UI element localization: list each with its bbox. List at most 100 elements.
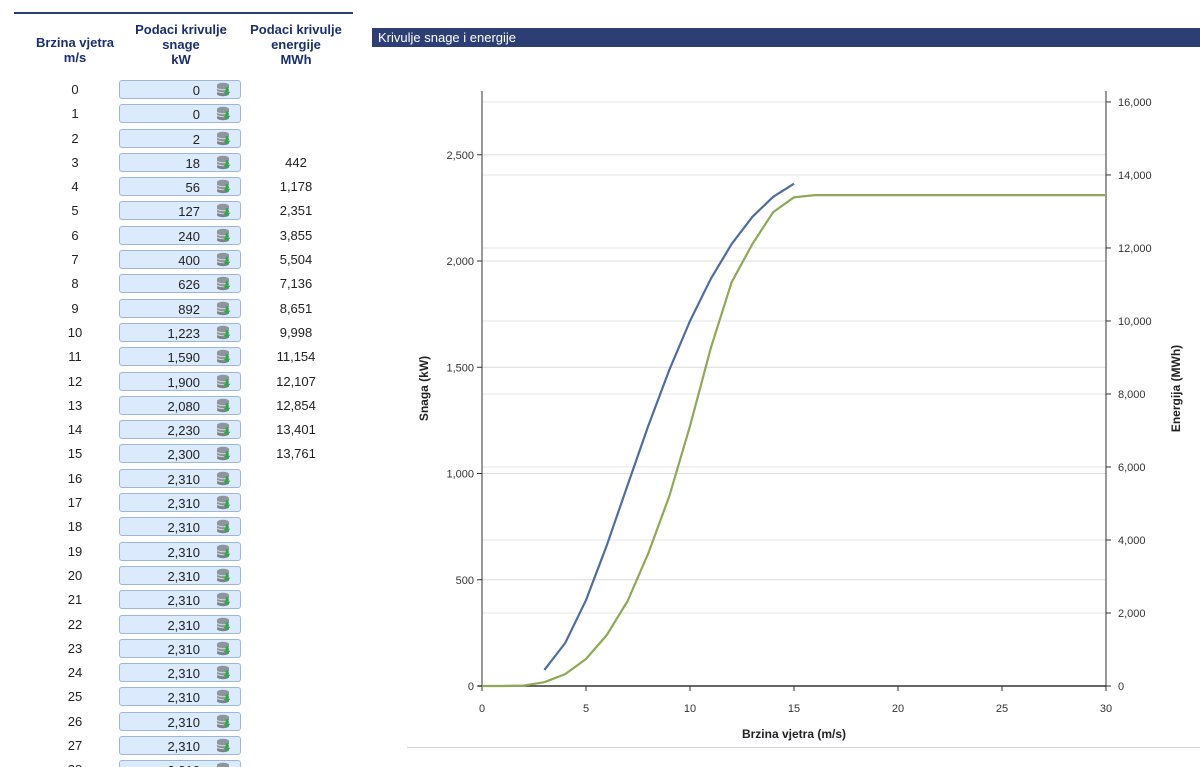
database-download-icon[interactable] [216, 446, 234, 462]
power-value-field[interactable]: 2,310 [119, 517, 241, 537]
power-value-field[interactable]: 0 [119, 80, 241, 99]
power-value-field[interactable]: 0 [119, 104, 241, 124]
power-value-field[interactable]: 56 [119, 177, 241, 197]
power-value: 2,310 [167, 520, 200, 536]
power-value-field[interactable]: 2,310 [119, 687, 241, 707]
power-value-field[interactable]: 626 [119, 274, 241, 294]
database-download-icon[interactable] [216, 155, 234, 171]
table-row: 27 2,310 [0, 734, 375, 758]
power-value-field[interactable]: 2,310 [119, 638, 241, 658]
power-value-field[interactable]: 2,310 [119, 614, 241, 634]
wind-speed-cell: 3 [71, 154, 79, 170]
power-value-field[interactable]: 400 [119, 250, 241, 270]
power-value: 2,310 [167, 690, 200, 706]
power-value-field[interactable]: 127 [119, 201, 241, 221]
energy-value-cell: 12,107 [276, 373, 316, 389]
power-value-field[interactable]: 2,230 [119, 420, 241, 440]
y-tick-label-right: 16,000 [1118, 97, 1152, 109]
database-download-icon[interactable] [216, 228, 234, 244]
power-value-field[interactable]: 2,310 [119, 760, 241, 767]
database-download-icon[interactable] [216, 179, 234, 195]
database-download-icon[interactable] [216, 422, 234, 438]
database-download-icon[interactable] [216, 301, 234, 317]
x-tick-label: 10 [684, 703, 696, 715]
database-download-icon[interactable] [216, 762, 234, 767]
power-energy-chart: 0 5 10 15 20 25 30 0 500 1,000 1,500 2,000 2,500 0 2,0… [417, 91, 1183, 741]
power-value-field[interactable]: 2,310 [119, 711, 241, 731]
power-value-field[interactable]: 2 [119, 128, 241, 148]
power-value-field[interactable]: 18 [119, 152, 241, 172]
power-value: 2,310 [167, 763, 200, 767]
wind-speed-cell: 25 [67, 689, 83, 705]
power-value: 2,310 [167, 568, 200, 584]
power-value: 2,310 [167, 471, 200, 487]
energy-value-cell: 3,855 [279, 227, 313, 243]
database-download-icon[interactable] [216, 495, 234, 511]
column-header-power-curve: Podaci krivulje snage kW [135, 22, 227, 67]
power-value: 2,310 [167, 617, 200, 633]
database-download-icon[interactable] [216, 641, 234, 657]
database-download-icon[interactable] [216, 325, 234, 341]
y-tick-label-left: 2,500 [446, 150, 474, 162]
power-value-field[interactable]: 2,310 [119, 493, 241, 513]
energy-value-cell: 13,761 [276, 446, 316, 462]
table-row: 14 2,230 13,401 [0, 418, 375, 442]
power-value-field[interactable]: 2,310 [119, 541, 241, 561]
table-row: 8 626 7,136 [0, 272, 375, 296]
table-row: 25 2,310 [0, 685, 375, 709]
database-download-icon[interactable] [216, 617, 234, 633]
database-download-icon[interactable] [216, 276, 234, 292]
chart-bottom-divider [407, 747, 1200, 748]
table-row: 16 2,310 [0, 467, 375, 491]
table-row: 19 2,310 [0, 540, 375, 564]
database-download-icon[interactable] [216, 568, 234, 584]
energy-value-cell: 2,351 [279, 203, 313, 219]
power-value-field[interactable]: 1,223 [119, 322, 241, 342]
database-download-icon[interactable] [216, 544, 234, 560]
column-header-wind-speed: Brzina vjetra m/s [35, 35, 115, 65]
database-download-icon[interactable] [216, 714, 234, 730]
power-value-field[interactable]: 2,310 [119, 736, 241, 756]
database-download-icon[interactable] [216, 106, 234, 122]
database-download-icon[interactable] [216, 131, 234, 147]
power-value-field[interactable]: 1,590 [119, 347, 241, 367]
power-value-field[interactable]: 240 [119, 225, 241, 245]
y-tick-label-right: 4,000 [1118, 535, 1146, 547]
database-download-icon[interactable] [216, 689, 234, 705]
power-value: 2,310 [167, 714, 200, 730]
wind-speed-cell: 0 [71, 82, 79, 97]
database-download-icon[interactable] [216, 252, 234, 268]
y-tick-label-left: 500 [456, 575, 474, 587]
power-value-field[interactable]: 1,900 [119, 371, 241, 391]
x-tick-label: 30 [1100, 703, 1112, 715]
energy-value-cell: 12,854 [276, 397, 316, 413]
power-value: 2,080 [167, 398, 200, 414]
power-value-field[interactable]: 2,310 [119, 565, 241, 585]
power-value-field[interactable]: 2,310 [119, 590, 241, 610]
database-download-icon[interactable] [216, 592, 234, 608]
database-download-icon[interactable] [216, 738, 234, 754]
y-tick-label-left: 2,000 [446, 256, 474, 268]
database-download-icon[interactable] [216, 519, 234, 535]
power-value-field[interactable]: 2,300 [119, 444, 241, 464]
database-download-icon[interactable] [216, 82, 234, 98]
power-value-field[interactable]: 2,080 [119, 395, 241, 415]
y-tick-label-right: 0 [1118, 681, 1124, 693]
database-download-icon[interactable] [216, 374, 234, 390]
table-row: 15 2,300 13,761 [0, 442, 375, 466]
database-download-icon[interactable] [216, 471, 234, 487]
power-value-field[interactable]: 2,310 [119, 468, 241, 488]
database-download-icon[interactable] [216, 665, 234, 681]
database-download-icon[interactable] [216, 349, 234, 365]
wind-speed-cell: 13 [67, 397, 83, 413]
x-tick-label: 15 [788, 703, 800, 715]
database-download-icon[interactable] [216, 203, 234, 219]
wind-speed-cell: 19 [67, 543, 83, 559]
power-value-field[interactable]: 2,310 [119, 663, 241, 683]
power-value-field[interactable]: 892 [119, 298, 241, 318]
power-value: 2,230 [167, 423, 200, 439]
database-download-icon[interactable] [216, 398, 234, 414]
table-row: 4 56 1,178 [0, 175, 375, 199]
power-value: 2,310 [167, 593, 200, 609]
table-row: 11 1,590 11,154 [0, 345, 375, 369]
